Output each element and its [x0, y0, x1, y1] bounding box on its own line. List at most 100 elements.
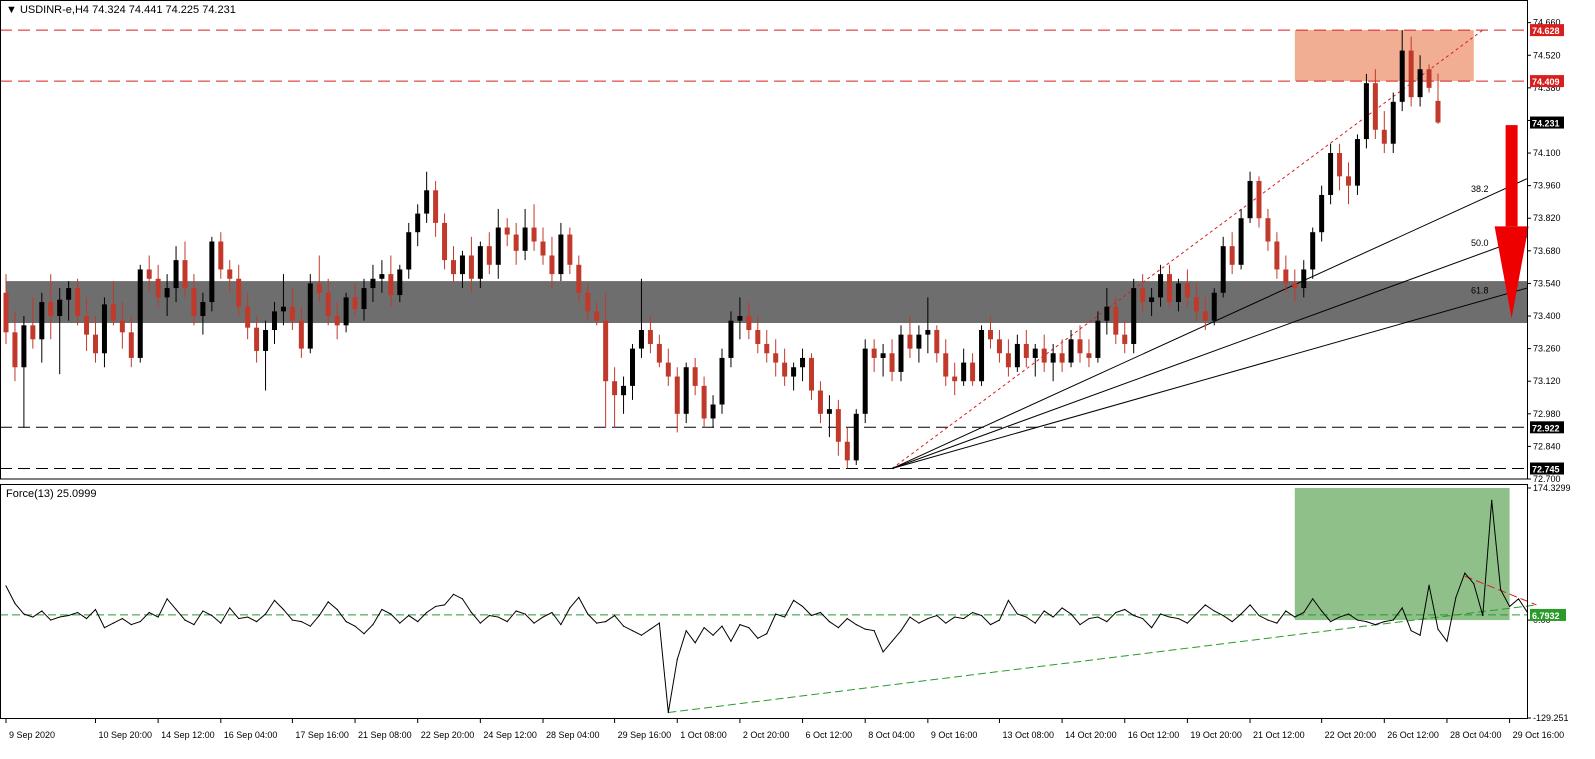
- candle-body: [898, 334, 904, 372]
- candle: [594, 302, 600, 326]
- candle-body: [791, 367, 797, 377]
- force-point: [1186, 622, 1188, 624]
- y-tick-label: 74.380: [1533, 83, 1561, 93]
- candle-body: [1184, 283, 1190, 298]
- candle-body: [128, 332, 134, 358]
- candle: [1220, 236, 1226, 298]
- force-point: [1177, 617, 1180, 620]
- candle-body: [1390, 101, 1396, 144]
- force-point: [1383, 620, 1385, 623]
- candle: [12, 311, 18, 382]
- candle-body: [361, 288, 367, 310]
- force-point: [1419, 634, 1421, 636]
- force-point: [1464, 572, 1466, 574]
- force-point: [318, 614, 320, 617]
- candle-body: [227, 269, 233, 279]
- force-point: [1249, 604, 1251, 606]
- force-point: [775, 613, 777, 615]
- candle: [370, 264, 376, 303]
- force-point: [193, 624, 195, 626]
- candle: [263, 320, 269, 391]
- force-point: [238, 617, 240, 620]
- force-point: [649, 628, 652, 630]
- force-point: [766, 633, 768, 635]
- force-point: [408, 614, 410, 617]
- price-tag-label: 74.231: [1532, 119, 1560, 129]
- candle: [352, 283, 358, 317]
- y-tick-label: 72.980: [1533, 409, 1561, 419]
- force-trendline-0: [668, 604, 1537, 714]
- candle: [280, 274, 286, 326]
- dropdown-triangle-icon[interactable]: ▼: [6, 4, 17, 16]
- candle: [1014, 334, 1020, 372]
- force-point: [1204, 604, 1206, 606]
- candle: [621, 376, 627, 414]
- candle-body: [782, 362, 788, 377]
- force-point: [1303, 611, 1305, 614]
- force-point: [837, 627, 839, 629]
- force-point: [882, 651, 884, 653]
- candle-body: [21, 325, 27, 368]
- candle: [809, 353, 814, 400]
- candle: [1158, 264, 1164, 307]
- candle: [996, 329, 1002, 363]
- candle-body: [1354, 139, 1360, 186]
- candle: [1301, 260, 1307, 298]
- candle-body: [316, 283, 322, 293]
- force-point: [68, 614, 70, 617]
- candle: [164, 274, 170, 317]
- candle-body: [1372, 83, 1378, 130]
- force-point: [166, 598, 168, 600]
- candle-body: [182, 260, 188, 289]
- fan-line-50-0: [891, 236, 1528, 469]
- candle: [988, 316, 993, 349]
- candle-body: [1158, 274, 1164, 298]
- candle-body: [701, 385, 707, 419]
- force-point: [551, 611, 553, 614]
- candle: [1274, 232, 1280, 279]
- y-tick-label: 73.960: [1533, 181, 1561, 191]
- x-tick-label: 28 Oct 04:00: [1450, 730, 1502, 740]
- candle: [907, 316, 913, 358]
- candle: [1408, 36, 1414, 107]
- candle: [665, 348, 671, 386]
- candle-body: [119, 320, 125, 333]
- main-panel-frame: [0, 0, 1528, 480]
- candle-body: [101, 304, 107, 354]
- x-tick-label: 10 Sep 20:00: [99, 730, 153, 740]
- symbol-label: USDINR-e,H4: [19, 4, 90, 16]
- fan-label-50-0: 50.0: [1471, 238, 1489, 248]
- force-point: [1491, 499, 1493, 501]
- force-point: [23, 613, 25, 615]
- candle: [486, 232, 492, 275]
- candle-body: [916, 334, 922, 349]
- force-point: [1052, 616, 1054, 618]
- force-point: [694, 642, 696, 644]
- force-zone: [1294, 488, 1510, 621]
- candle-body: [585, 292, 591, 312]
- candle: [191, 274, 197, 326]
- candle-body: [1274, 241, 1280, 270]
- force-point: [918, 622, 920, 624]
- candle: [468, 236, 474, 293]
- candle: [1319, 185, 1325, 242]
- force-point: [1374, 624, 1376, 626]
- candle: [898, 325, 904, 382]
- candle-body: [1167, 274, 1172, 303]
- candle-body: [298, 320, 304, 349]
- y-tick-label: 73.400: [1533, 311, 1561, 321]
- force-point: [282, 608, 285, 611]
- candle: [254, 316, 260, 363]
- candle-body: [12, 332, 18, 368]
- x-tick-label: 6 Oct 12:00: [806, 730, 853, 740]
- candle-body: [1095, 320, 1101, 358]
- force-point: [506, 620, 508, 623]
- candle: [1346, 162, 1351, 205]
- force-point: [1338, 616, 1341, 618]
- candle: [406, 222, 412, 279]
- force-point: [1473, 583, 1475, 585]
- price-tag-label: 72.922: [1532, 423, 1560, 433]
- candle-body: [30, 325, 36, 340]
- force-point: [721, 625, 723, 627]
- candle-body: [209, 241, 215, 303]
